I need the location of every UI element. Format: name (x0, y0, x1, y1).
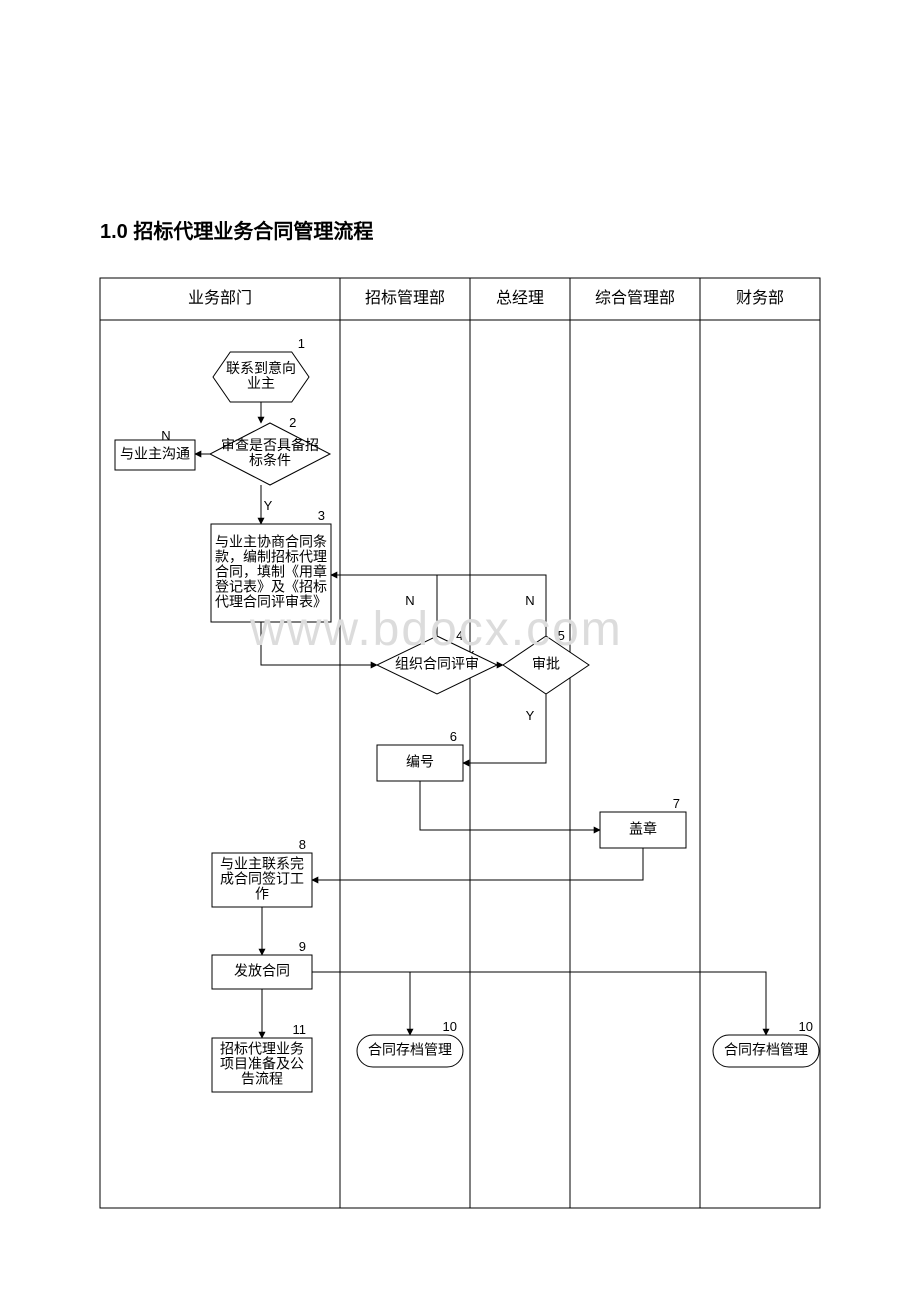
swimlane-flowchart: 业务部门招标管理部总经理综合管理部财务部NYYNNY联系到意向业主1审查是否具备… (0, 0, 920, 1302)
svg-text:登记表》及《招标: 登记表》及《招标 (215, 579, 327, 595)
svg-text:业主: 业主 (247, 375, 275, 391)
page: 1.0 招标代理业务合同管理流程 www.bdocx.com 业务部门招标管理部… (0, 0, 920, 1302)
svg-text:与业主协商合同条: 与业主协商合同条 (215, 534, 327, 550)
svg-text:综合管理部: 综合管理部 (595, 289, 675, 307)
svg-text:合同存档管理: 合同存档管理 (724, 1042, 808, 1058)
svg-text:1: 1 (298, 336, 305, 351)
svg-text:编号: 编号 (406, 754, 434, 770)
svg-text:业务部门: 业务部门 (188, 289, 252, 307)
svg-text:2: 2 (289, 415, 296, 430)
svg-text:审批: 审批 (532, 656, 560, 672)
svg-text:财务部: 财务部 (736, 289, 784, 307)
svg-text:11: 11 (293, 1022, 307, 1037)
svg-text:合同存档管理: 合同存档管理 (368, 1042, 452, 1058)
svg-text:与业主联系完: 与业主联系完 (220, 856, 304, 872)
svg-text:Y: Y (264, 498, 273, 513)
svg-text:10: 10 (443, 1019, 457, 1034)
svg-text:总经理: 总经理 (496, 289, 544, 307)
svg-text:6: 6 (450, 729, 457, 744)
svg-text:8: 8 (299, 837, 306, 852)
svg-text:盖章: 盖章 (629, 821, 657, 837)
svg-text:款，编制招标代理: 款，编制招标代理 (215, 549, 327, 565)
svg-text:9: 9 (299, 939, 306, 954)
svg-text:Y: Y (526, 708, 535, 723)
svg-text:作: 作 (255, 886, 269, 902)
svg-text:N: N (405, 593, 414, 608)
svg-text:标条件: 标条件 (249, 452, 291, 468)
svg-text:告流程: 告流程 (241, 1071, 283, 1087)
svg-text:联系到意向: 联系到意向 (226, 360, 296, 376)
svg-text:3: 3 (318, 508, 325, 523)
svg-text:与业主沟通: 与业主沟通 (120, 446, 190, 462)
svg-text:审查是否具备招: 审查是否具备招 (221, 437, 319, 453)
svg-text:4: 4 (456, 628, 463, 643)
svg-text:代理合同评审表》: 代理合同评审表》 (215, 594, 327, 610)
svg-text:招标代理业务: 招标代理业务 (220, 1041, 304, 1057)
svg-text:7: 7 (673, 796, 680, 811)
svg-text:5: 5 (558, 628, 565, 643)
svg-text:发放合同: 发放合同 (234, 963, 290, 979)
svg-text:组织合同评审: 组织合同评审 (395, 656, 479, 672)
svg-text:10: 10 (799, 1019, 813, 1034)
svg-text:项目准备及公: 项目准备及公 (220, 1056, 304, 1072)
svg-text:N: N (525, 593, 534, 608)
svg-text:成合同签订工: 成合同签订工 (220, 871, 304, 887)
svg-text:招标管理部: 招标管理部 (365, 289, 445, 307)
svg-text:合同，填制《用章: 合同，填制《用章 (215, 564, 327, 580)
